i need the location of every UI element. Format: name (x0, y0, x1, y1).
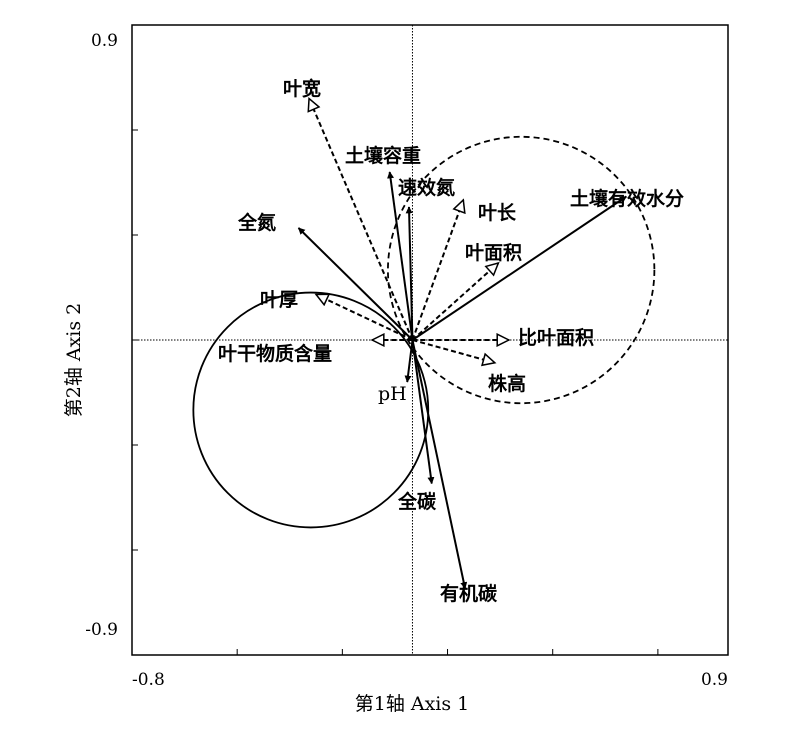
vector-label: 叶干物质含量 (218, 342, 332, 365)
vector-label: 叶宽 (283, 77, 321, 100)
vector-label: 叶厚 (260, 289, 298, 311)
vector-arrow (411, 339, 468, 590)
vector-label: 全氮 (237, 211, 276, 234)
vector-arrow (297, 227, 414, 341)
axis-ticks (131, 24, 659, 656)
vector-arrow (411, 263, 498, 341)
x-tick-max-label: 0.9 (701, 670, 728, 690)
vector-label: 叶长 (478, 202, 517, 224)
x-axis-title: 第1轴 Axis 1 (355, 693, 470, 715)
vector-arrow (411, 200, 463, 341)
vector-arrow (411, 195, 627, 341)
vector-label: 土壤容重 (345, 144, 421, 167)
vector-label: pH (378, 383, 407, 405)
vector-arrow (309, 99, 414, 341)
solid-group-circle (192, 291, 430, 529)
vector-label: 速效氮 (398, 176, 455, 199)
y-axis-title: 第2轴 Axis 2 (63, 303, 85, 418)
vector-label: 全碳 (397, 490, 437, 513)
vector-arrow (411, 339, 435, 485)
vector-label: 土壤有效水分 (570, 187, 684, 210)
vector-label: 有机碳 (440, 582, 498, 605)
vector-label: 叶面积 (465, 242, 522, 264)
vector-arrow (316, 295, 413, 341)
vector-label: 株高 (488, 372, 526, 395)
vector-arrow (404, 339, 414, 383)
biplot-vectors (297, 99, 627, 590)
vector-arrow (387, 171, 414, 341)
y-tick-max-label: 0.9 (91, 31, 118, 51)
vector-label: 比叶面积 (518, 327, 594, 349)
x-tick-min-label: -0.8 (132, 670, 165, 690)
vector-arrow (405, 206, 414, 341)
dashed-group-circle (387, 135, 656, 405)
y-tick-min-label: -0.9 (85, 620, 118, 640)
vector-arrow (412, 339, 494, 363)
